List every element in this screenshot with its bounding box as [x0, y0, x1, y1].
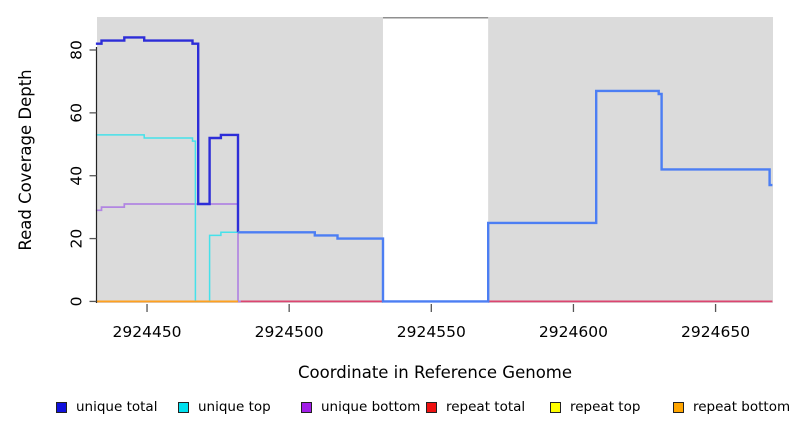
- repeat-bottom-swatch-icon: [673, 401, 684, 413]
- legend-label: repeat bottom: [693, 399, 791, 415]
- unique-bottom-swatch-icon: [301, 401, 312, 413]
- legend-label: unique bottom: [321, 399, 421, 415]
- legend-item-repeat-total: repeat total: [426, 398, 525, 416]
- y-tick-label: 40: [67, 166, 85, 186]
- legend-item-unique-total: unique total: [56, 398, 157, 416]
- unique-total-swatch-icon: [56, 401, 67, 413]
- x-tick-label: 2924500: [255, 323, 324, 341]
- legend-label: unique total: [76, 399, 158, 415]
- unique-top-line: [95, 134, 238, 303]
- legend: unique total unique top unique bottom re…: [0, 398, 792, 420]
- y-tick-label: 60: [67, 103, 85, 123]
- x-axis-title: Coordinate in Reference Genome: [297, 363, 573, 382]
- repeat-total-swatch-icon: [426, 401, 437, 413]
- legend-label: repeat total: [446, 399, 526, 415]
- unique-total-line: [238, 89, 773, 303]
- y-axis-title: Read Coverage Depth: [16, 69, 35, 251]
- legend-item-unique-top: unique top: [178, 398, 271, 416]
- masked-region: [382, 17, 489, 303]
- legend-label: repeat top: [570, 399, 641, 415]
- unique-total-line: [95, 36, 240, 233]
- legend-item-repeat-bottom: repeat bottom: [673, 398, 790, 416]
- y-tick-label: 80: [67, 40, 85, 60]
- unique-top-swatch-icon: [178, 401, 189, 413]
- legend-item-repeat-top: repeat top: [550, 398, 640, 416]
- x-tick-label: 2924450: [113, 323, 182, 341]
- y-tick-label: 0: [67, 296, 85, 306]
- legend-label: unique top: [198, 399, 271, 415]
- legend-item-unique-bottom: unique bottom: [301, 398, 420, 416]
- repeat-top-swatch-icon: [550, 401, 561, 413]
- x-tick-label: 2924550: [397, 323, 466, 341]
- x-tick-label: 2924650: [681, 323, 750, 341]
- y-tick-label: 20: [67, 229, 85, 249]
- coverage-chart: 0 20 40 60 80 2924450 2924500 2924550 2924600 292…: [67, 17, 773, 341]
- x-tick-label: 2924600: [539, 323, 608, 341]
- unique-bottom-line: [95, 203, 241, 303]
